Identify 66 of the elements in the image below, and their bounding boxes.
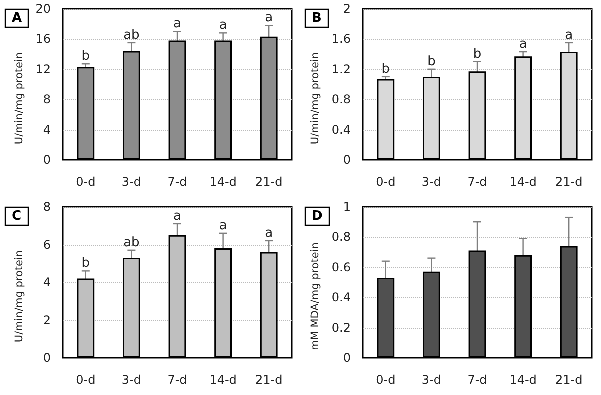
y-axis-title: mM MDA/mg protein <box>310 242 322 350</box>
y-tick-label: 20 <box>36 2 51 16</box>
chart-title: B <box>312 11 322 26</box>
x-tick-label: 0-d <box>76 372 96 386</box>
y-tick-label: 0 <box>343 153 351 167</box>
y-tick-label: 0 <box>43 153 51 167</box>
x-tick-label: 7-d <box>168 175 188 189</box>
x-tick-label: 7-d <box>468 175 488 189</box>
y-tick-label: 4 <box>43 275 51 289</box>
x-tick-label: 14-d <box>210 372 237 386</box>
annotation: ab <box>124 28 140 43</box>
x-tick-label: 21-d <box>255 372 283 386</box>
x-tick-label: 21-d <box>555 175 583 189</box>
annotation: a <box>174 208 182 224</box>
annotation: a <box>219 218 228 233</box>
chart-title: C <box>12 208 22 224</box>
annotation: b <box>382 62 390 77</box>
x-tick-label: 7-d <box>168 372 188 386</box>
x-tick-label: 3-d <box>422 372 442 386</box>
y-tick-label: 0.2 <box>332 320 351 334</box>
y-tick-label: 8 <box>43 92 51 107</box>
annotation: a <box>265 10 274 26</box>
y-axis-title: U/min/mg protein <box>14 250 26 342</box>
y-tick-label: 0 <box>43 350 51 364</box>
x-tick-label: 21-d <box>555 372 583 386</box>
annotation: a <box>265 225 274 240</box>
x-tick-label: 3-d <box>422 175 442 189</box>
y-tick-label: 0.4 <box>332 290 351 304</box>
y-tick-label: 0.6 <box>332 260 351 274</box>
y-axis-title: U/min/mg protein <box>310 52 322 145</box>
y-tick-label: 4 <box>43 122 51 137</box>
y-tick-label: 6 <box>43 237 51 252</box>
annotation: ab <box>124 234 140 250</box>
x-tick-label: 7-d <box>468 372 488 386</box>
x-tick-label: 21-d <box>255 175 283 189</box>
y-tick-label: 8 <box>43 200 51 214</box>
chart-title: D <box>312 208 323 224</box>
y-tick-label: 16 <box>36 32 51 46</box>
y-tick-label: 0 <box>343 350 351 364</box>
y-tick-label: 1 <box>343 200 351 214</box>
y-tick-label: 12 <box>36 62 51 76</box>
x-tick-label: 0-d <box>376 372 396 386</box>
annotation: b <box>82 49 90 64</box>
chart-title: A <box>12 11 22 26</box>
x-tick-label: 0-d <box>376 175 396 189</box>
y-tick-label: 2 <box>343 2 351 16</box>
y-tick-label: 0.8 <box>332 230 351 244</box>
y-tick-label: 0.4 <box>332 122 351 137</box>
annotation: a <box>565 28 574 43</box>
annotation: a <box>174 16 182 32</box>
y-tick-label: 2 <box>43 312 51 327</box>
x-tick-label: 3-d <box>122 175 142 189</box>
y-tick-label: 0.8 <box>332 92 351 107</box>
annotation: a <box>519 37 528 52</box>
x-tick-label: 14-d <box>510 372 537 386</box>
y-tick-label: 1.2 <box>332 62 351 76</box>
y-tick-label: 1.6 <box>332 32 351 46</box>
x-tick-label: 3-d <box>122 372 142 386</box>
annotation: a <box>219 18 228 34</box>
annotation: b <box>473 46 482 62</box>
y-axis-title: U/min/mg protein <box>13 52 26 145</box>
annotation: b <box>428 54 436 70</box>
x-tick-label: 0-d <box>76 175 96 189</box>
x-tick-label: 14-d <box>510 175 537 189</box>
x-tick-label: 14-d <box>210 175 237 189</box>
annotation: b <box>82 256 90 271</box>
